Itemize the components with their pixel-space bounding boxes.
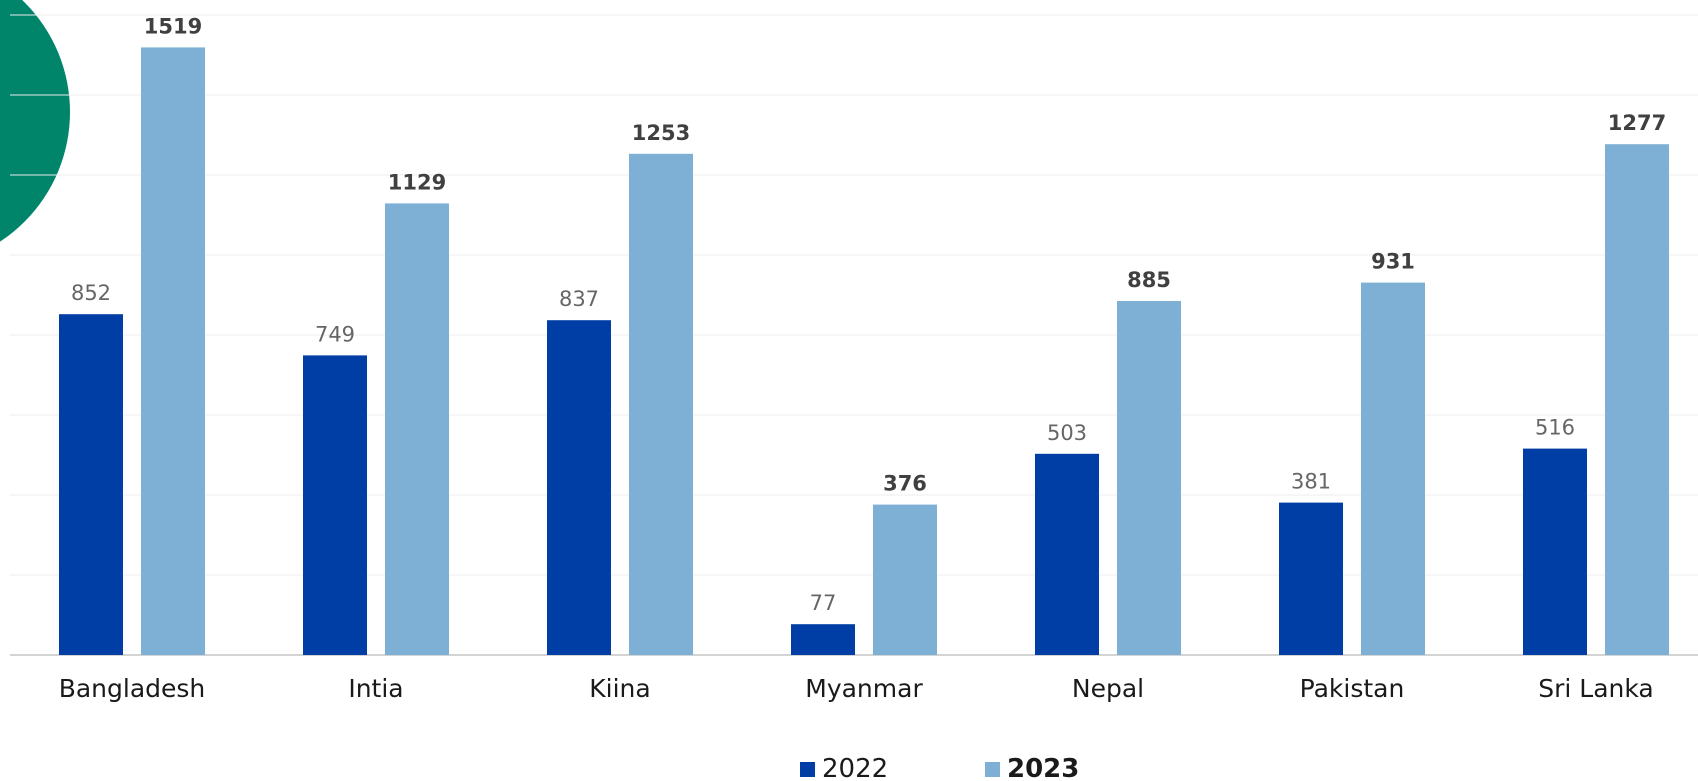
data-label-2022-bangladesh: 852	[71, 281, 111, 305]
data-label-2022-sri-lanka: 516	[1535, 416, 1575, 440]
category-labels: Bangladesh Intia Kiina Myanmar Nepal Pakistan…	[59, 674, 1654, 703]
category-label: Bangladesh	[59, 674, 206, 703]
bar-2023-myanmar	[873, 504, 937, 655]
bar-2023-kiina	[629, 153, 693, 656]
bar-2023-pakistan	[1361, 282, 1425, 655]
bar-2022-bangladesh	[59, 314, 123, 655]
data-label-2023-pakistan: 931	[1371, 250, 1415, 274]
bars	[59, 47, 1669, 656]
bar-2023-nepal	[1117, 301, 1181, 655]
legend-swatch-2023	[985, 762, 1000, 777]
data-label-2023-bangladesh: 1519	[144, 14, 202, 38]
gridlines	[10, 14, 1698, 576]
bar-2022-sri-lanka	[1523, 448, 1587, 655]
data-label-2023-kiina: 1253	[632, 121, 690, 145]
data-label-2022-nepal: 503	[1047, 421, 1087, 445]
bar-2022-kiina	[547, 320, 611, 655]
data-label-2023-sri-lanka: 1277	[1608, 111, 1666, 135]
category-label: Kiina	[589, 674, 650, 703]
legend-label-2022: 2022	[822, 754, 888, 781]
bar-2022-myanmar	[791, 624, 855, 655]
data-label-2023-nepal: 885	[1127, 268, 1171, 292]
legend-label-2023: 2023	[1007, 754, 1079, 781]
data-label-2022-myanmar: 77	[810, 591, 837, 615]
category-label: Intia	[348, 674, 403, 703]
decorative-circle	[0, 0, 70, 242]
data-label-2022-kiina: 837	[559, 287, 599, 311]
data-label-2023-intia: 1129	[388, 170, 446, 194]
legend-swatch-2022	[800, 762, 815, 777]
bar-2022-nepal	[1035, 453, 1099, 655]
category-label: Pakistan	[1300, 674, 1405, 703]
data-label-2022-intia: 749	[315, 322, 355, 346]
bar-2023-bangladesh	[141, 47, 205, 655]
bar-2023-sri-lanka	[1605, 144, 1669, 655]
category-label: Sri Lanka	[1538, 674, 1654, 703]
legend: 2022 2023	[800, 754, 1079, 781]
category-label: Nepal	[1072, 674, 1144, 703]
data-labels: 852 1519 749 1129 837 1253 77 376 503 885 381 931 51…	[71, 14, 1666, 615]
bar-2022-intia	[303, 355, 367, 655]
category-label: Myanmar	[805, 674, 923, 703]
data-label-2022-pakistan: 381	[1291, 470, 1331, 494]
data-label-2023-myanmar: 376	[883, 472, 927, 496]
bar-2022-pakistan	[1279, 502, 1343, 655]
bar-2023-intia	[385, 203, 449, 655]
